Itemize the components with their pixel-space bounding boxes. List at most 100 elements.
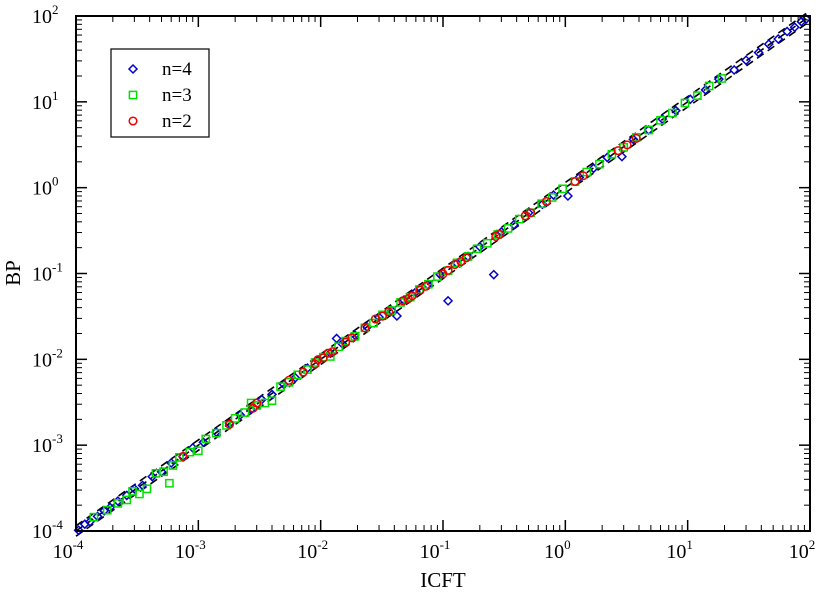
data-point: [334, 342, 343, 352]
data-point: [290, 372, 301, 383]
data-point: [595, 159, 604, 169]
legend-label-n2: n=2: [162, 111, 192, 132]
data-point: [541, 196, 551, 207]
data-point: [616, 151, 627, 162]
data-point: [773, 33, 784, 45]
data-point: [323, 348, 333, 358]
data-point: [102, 505, 112, 515]
data-point: [165, 478, 174, 488]
legend-label-n4: n=4: [162, 59, 192, 80]
data-point: [547, 193, 557, 202]
data-point: [526, 208, 536, 218]
data-point: [168, 461, 178, 470]
data-point: [284, 375, 294, 385]
y-tick-label: 100: [32, 174, 59, 200]
data-point: [396, 298, 405, 307]
data-point: [763, 39, 774, 50]
x-axis: 10-4 10-3 10-2 10-1 100 101 102: [53, 16, 816, 563]
data-point: [313, 355, 323, 365]
data-point: [347, 333, 357, 343]
y-tick-label: 10-2: [32, 345, 63, 371]
data-point: [159, 467, 168, 477]
reference-line: [75, 10, 811, 527]
y-tick-label: 102: [32, 2, 59, 28]
data-point: [753, 47, 764, 58]
x-tick-label: 100: [544, 537, 571, 563]
data-point: [407, 291, 417, 301]
x-tick-label: 10-3: [175, 537, 206, 563]
y-axis: 10-4 10-3 10-2 10-1 100 101 102: [32, 2, 810, 543]
data-point: [113, 498, 123, 508]
data-point: [602, 152, 613, 163]
legend-marker-diamond: [127, 63, 139, 75]
data-point: [558, 184, 567, 194]
data-point: [276, 382, 285, 392]
data-point: [384, 307, 394, 317]
data-point: [266, 389, 278, 400]
legend-label-n3: n=3: [162, 85, 192, 106]
data-point: [503, 224, 513, 233]
data-point: [537, 199, 546, 209]
x-tick-label: 102: [789, 537, 816, 563]
data-point: [472, 244, 482, 254]
data-point: [398, 296, 408, 306]
data-point: [685, 94, 696, 105]
x-tick-label: 10-2: [297, 537, 328, 563]
data-point: [193, 446, 203, 456]
legend-marker-square: [128, 90, 138, 100]
data-point: [99, 505, 110, 516]
data-point: [318, 353, 328, 363]
data-point: [341, 337, 351, 347]
data-point: [474, 241, 485, 252]
data-point: [420, 281, 431, 291]
data-point: [178, 451, 188, 461]
data-point: [235, 409, 246, 420]
legend-box: [110, 48, 210, 138]
data-point: [495, 229, 505, 240]
data-point: [631, 133, 641, 143]
data-point: [147, 471, 158, 482]
data-point: [331, 333, 342, 344]
data-point: [644, 125, 654, 135]
data-point: [570, 176, 580, 187]
y-tick-label: 10-4: [32, 517, 63, 543]
legend: n=4 n=3 n=2: [110, 48, 210, 138]
data-point: [142, 484, 152, 494]
data-point: [657, 113, 668, 125]
data-point: [562, 190, 573, 202]
data-point: [325, 348, 336, 359]
data-point: [628, 134, 639, 145]
y-tick-label: 101: [32, 88, 59, 114]
data-point: [198, 437, 209, 448]
data-point: [729, 64, 740, 76]
data-point: [267, 396, 277, 406]
data-point: [801, 14, 812, 25]
data-point: [443, 265, 453, 275]
data-point: [656, 115, 665, 125]
data-point: [246, 398, 256, 408]
data-point: [405, 292, 415, 302]
data-point: [230, 414, 240, 423]
x-tick-label: 10-4: [53, 537, 84, 563]
data-point: [693, 91, 702, 101]
data-point: [298, 367, 308, 377]
data-point: [704, 81, 714, 91]
data-point: [713, 74, 724, 85]
data-point: [135, 489, 144, 499]
data-point: [137, 480, 148, 491]
data-point: [377, 311, 388, 321]
y-axis-title: BP: [1, 260, 25, 286]
data-point: [782, 26, 793, 37]
x-tick-label: 101: [666, 537, 693, 563]
data-point: [225, 419, 235, 429]
data-point: [613, 146, 623, 156]
data-point: [443, 295, 454, 306]
data-point: [463, 252, 473, 261]
data-point: [89, 512, 99, 522]
data-point: [240, 408, 250, 417]
data-point: [185, 447, 195, 457]
x-axis-title: ICFT: [420, 568, 466, 592]
y-tick-label: 10-3: [32, 431, 63, 457]
data-point: [122, 495, 132, 505]
